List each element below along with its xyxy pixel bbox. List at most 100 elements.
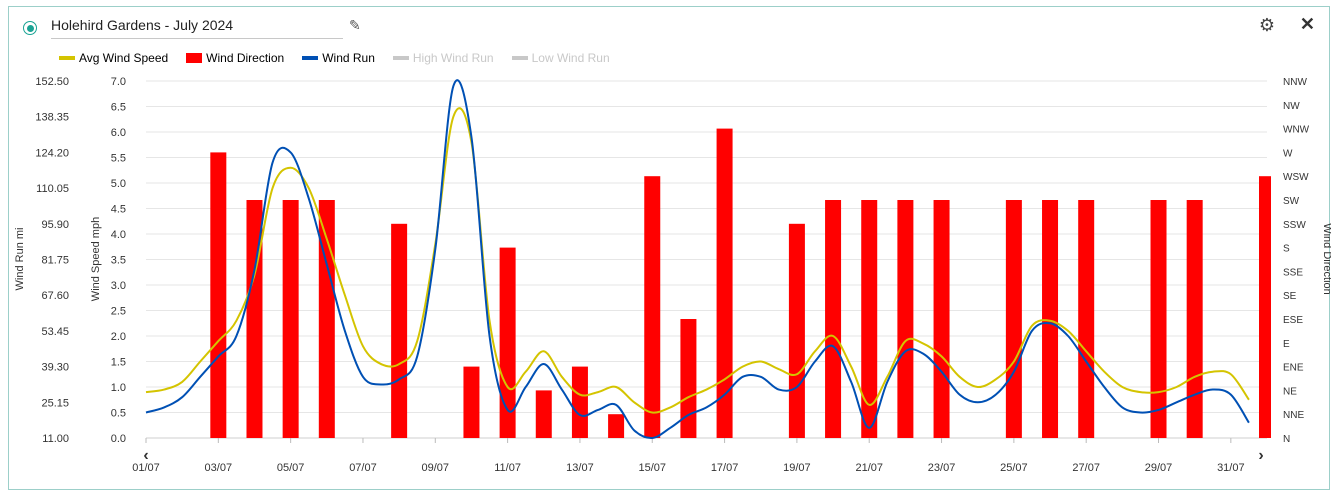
legend-item-0[interactable]: Avg Wind Speed: [59, 51, 168, 65]
legend-label: Low Wind Run: [531, 51, 610, 65]
x-tick-label: 29/07: [1145, 462, 1173, 474]
speed-tick-label: 0.5: [111, 408, 126, 420]
direction-bar: [318, 200, 335, 438]
legend-label: Avg Wind Speed: [79, 51, 169, 65]
run-tick-label: 110.05: [36, 183, 69, 195]
speed-tick-label: 3.0: [111, 280, 126, 292]
run-tick-label: 152.50: [35, 76, 69, 88]
x-tick-label: 05/07: [277, 462, 305, 474]
direction-tick-label: ENE: [1283, 363, 1304, 374]
speed-tick-label: 0.0: [111, 433, 126, 445]
legend-swatch: [59, 56, 75, 60]
x-tick-label: 19/07: [783, 462, 811, 474]
x-tick-label: 01/07: [132, 462, 160, 474]
direction-bar: [716, 128, 733, 438]
x-tick-label: 15/07: [638, 462, 666, 474]
direction-bar: [391, 223, 408, 438]
direction-bar: [933, 200, 950, 438]
chart-svg: 11.00 25.15 39.30 53.45 67.60 81.75 95.90 110.0…: [14, 76, 1331, 474]
scroll-right-icon[interactable]: ›: [1258, 447, 1263, 464]
direction-tick-label: N: [1283, 434, 1290, 445]
legend-item-4[interactable]: Low Wind Run: [511, 51, 610, 65]
legend-swatch: [392, 56, 409, 60]
direction-bar: [1078, 200, 1095, 438]
run-tick-label: 11.00: [42, 433, 69, 445]
run-tick-label: 67.60: [41, 290, 69, 302]
speed-tick-label: 6.0: [111, 127, 126, 139]
station-radio[interactable]: [23, 21, 37, 35]
legend-item-2[interactable]: Wind Run: [302, 51, 375, 65]
run-tick-label: 81.75: [41, 255, 69, 267]
direction-bar: [246, 200, 263, 438]
legend: Avg Wind Speed Wind Direction Wind Run High…: [59, 51, 610, 65]
x-tick-label: 25/07: [1000, 462, 1028, 474]
legend-label: High Wind Run: [412, 51, 494, 65]
scroll-left-icon[interactable]: ‹: [143, 447, 148, 464]
direction-bar: [1005, 200, 1022, 438]
direction-tick-label: NNE: [1283, 410, 1304, 421]
edit-pencil-icon[interactable]: ✎: [349, 17, 361, 33]
direction-tick-label: WNW: [1283, 125, 1310, 136]
direction-bar: [897, 200, 914, 438]
legend-swatch: [511, 56, 528, 60]
speed-tick-label: 2.5: [111, 306, 126, 318]
legend-swatch: [186, 53, 203, 63]
direction-tick-label: WSW: [1283, 172, 1309, 183]
run-axis-label: Wind Run mi: [14, 228, 26, 291]
direction-bar: [1150, 200, 1167, 438]
direction-bar: [535, 390, 552, 438]
direction-tick-label: SSE: [1283, 267, 1303, 278]
direction-tick-label: NW: [1283, 101, 1300, 112]
x-tick-label: 13/07: [566, 462, 594, 474]
speed-tick-label: 4.5: [111, 204, 126, 216]
legend-item-3[interactable]: High Wind Run: [392, 51, 494, 65]
direction-axis-label: Wind Direction: [1321, 223, 1331, 295]
direction-tick-label: NE: [1283, 386, 1297, 397]
direction-tick-label: SW: [1283, 196, 1300, 207]
run-tick-label: 39.30: [41, 362, 69, 374]
direction-tick-label: SE: [1283, 291, 1297, 302]
settings-gear-icon[interactable]: ⚙: [1258, 15, 1275, 35]
chart-panel: Holehird Gardens - July 2024 ✎ ⚙ ✕ Avg W…: [8, 6, 1331, 490]
wind-run-line: [145, 79, 1250, 440]
legend-item-1[interactable]: Wind Direction: [186, 51, 284, 65]
run-tick-label: 53.45: [41, 326, 69, 338]
x-tick-label: 11/07: [494, 462, 521, 474]
avg-wind-speed-line: [145, 107, 1250, 414]
direction-bar: [210, 152, 227, 438]
direction-tick-label: W: [1283, 148, 1293, 159]
x-tick-label: 03/07: [205, 462, 233, 474]
legend-label: Wind Run: [322, 51, 375, 65]
legend-swatch: [302, 56, 319, 60]
speed-tick-label: 1.0: [111, 382, 126, 394]
speed-tick-label: 3.5: [111, 255, 126, 267]
x-tick-label: 31/07: [1217, 462, 1245, 474]
speed-tick-label: 2.0: [111, 331, 126, 343]
direction-bar: [825, 200, 842, 438]
x-tick-label: 17/07: [711, 462, 739, 474]
x-tick-label: 23/07: [928, 462, 956, 474]
speed-tick-label: 5.5: [111, 153, 126, 165]
direction-bar: [282, 200, 299, 438]
speed-tick-label: 5.0: [111, 178, 126, 190]
x-tick-label: 21/07: [855, 462, 883, 474]
x-tick-label: 27/07: [1072, 462, 1100, 474]
direction-bar: [499, 247, 516, 438]
direction-bar: [788, 223, 805, 438]
direction-tick-label: SSW: [1283, 220, 1306, 231]
speed-axis-label: Wind Speed mph: [90, 217, 102, 301]
speed-tick-label: 7.0: [111, 76, 126, 88]
chart-title[interactable]: Holehird Gardens - July 2024: [51, 17, 343, 39]
close-icon[interactable]: ✕: [1299, 14, 1315, 34]
legend-label: Wind Direction: [206, 51, 285, 65]
direction-bar: [1042, 200, 1059, 438]
radio-dot: [26, 24, 34, 32]
direction-bar: [608, 414, 625, 438]
direction-tick-label: NNW: [1283, 77, 1307, 88]
direction-bar: [1186, 200, 1203, 438]
direction-tick-label: S: [1283, 244, 1290, 255]
speed-tick-label: 6.5: [111, 102, 126, 114]
direction-bar: [680, 319, 697, 438]
direction-bar: [644, 176, 661, 438]
direction-tick-label: ESE: [1283, 315, 1303, 326]
